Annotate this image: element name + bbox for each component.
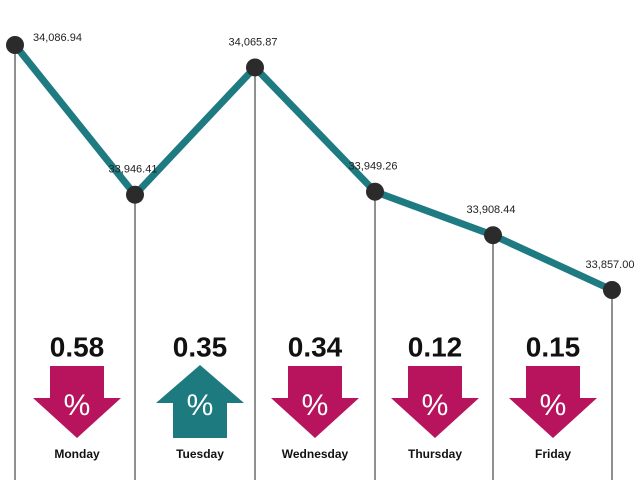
day-label: Thursday <box>408 447 462 461</box>
change-value: 0.35 <box>173 331 228 362</box>
change-value: 0.58 <box>50 331 105 362</box>
change-value: 0.34 <box>288 331 343 362</box>
value-label: 34,065.87 <box>229 36 278 48</box>
value-label: 33,908.44 <box>467 204 516 216</box>
arrow <box>271 366 359 438</box>
percent-sign: % <box>540 389 567 422</box>
percent-sign: % <box>422 389 449 422</box>
point <box>6 36 24 54</box>
change-value: 0.12 <box>408 331 463 362</box>
point <box>126 185 144 204</box>
day-label: Monday <box>54 447 100 461</box>
percent-sign: % <box>187 389 214 422</box>
percent-sign: % <box>302 389 329 422</box>
point <box>603 281 621 299</box>
value-label: 34,086.94 <box>33 32 82 44</box>
day-label: Friday <box>535 447 571 461</box>
arrow <box>509 366 597 438</box>
change-value: 0.15 <box>526 331 581 362</box>
arrow <box>391 366 479 438</box>
index-line <box>12 42 614 294</box>
point <box>366 182 384 201</box>
value-label: 33,949.26 <box>349 161 398 173</box>
point <box>484 226 502 245</box>
arrow <box>156 365 244 438</box>
day-label: Tuesday <box>176 447 224 461</box>
arrow <box>33 366 121 438</box>
value-label: 33,857.00 <box>586 259 635 271</box>
value-label: 33,946.41 <box>109 164 158 176</box>
day-label: Wednesday <box>282 447 349 461</box>
percent-sign: % <box>64 389 91 422</box>
point <box>246 58 264 77</box>
